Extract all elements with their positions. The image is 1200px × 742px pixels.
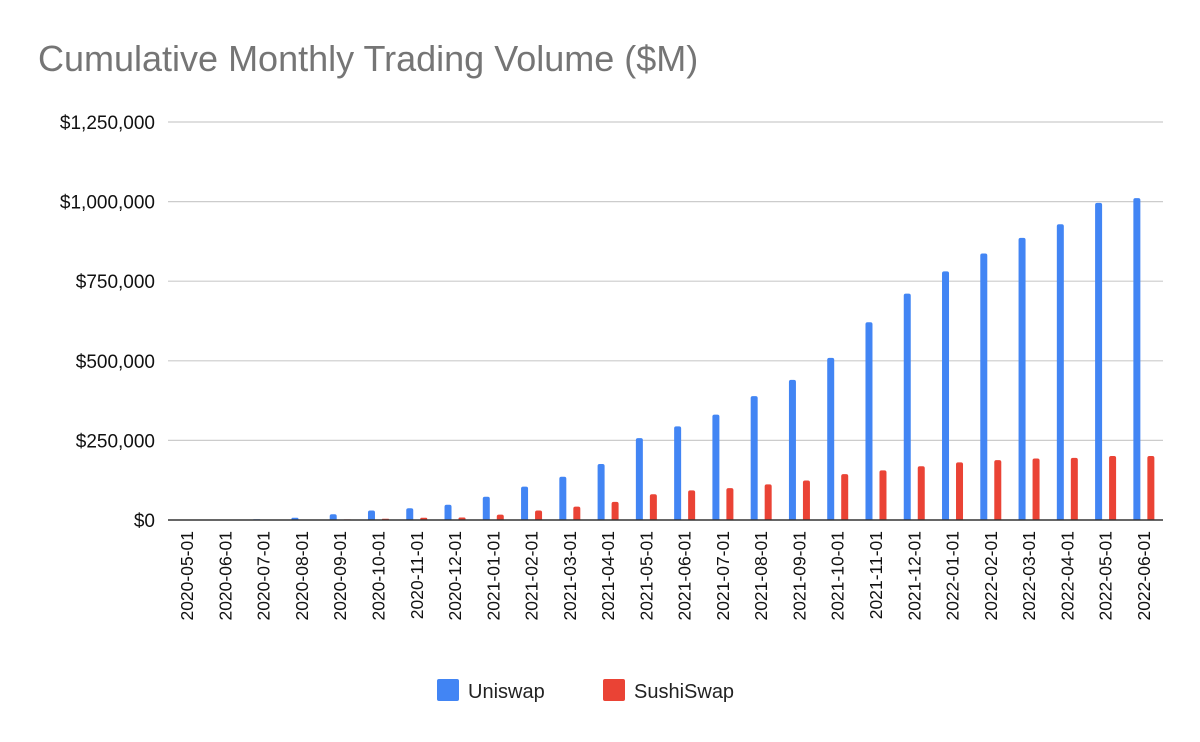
bar-uniswap-2022-01-01: [942, 271, 950, 520]
legend-label-sushiswap: SushiSwap: [634, 681, 734, 703]
bar-uniswap-2020-09-01: [329, 514, 337, 520]
bar-sushiswap-2022-06-01: [1147, 456, 1155, 520]
bar-sushiswap-2022-01-01: [956, 462, 964, 520]
bar-uniswap-2022-03-01: [1018, 237, 1026, 521]
x-tick-label: 2022-06-01: [1134, 531, 1154, 621]
bar-sushiswap-2021-06-01: [688, 490, 696, 520]
bar-sushiswap-2022-05-01: [1109, 456, 1117, 520]
bar-sushiswap-2021-08-01: [764, 484, 772, 520]
x-tick-label: 2020-06-01: [215, 531, 235, 621]
x-tick-label: 2020-11-01: [407, 531, 427, 619]
bar-sushiswap-2021-11-01: [879, 470, 887, 520]
x-tick-label: 2020-09-01: [330, 531, 350, 621]
x-tick-label: 2021-07-01: [713, 531, 733, 621]
x-tick-label: 2022-01-01: [943, 531, 963, 621]
x-tick-label: 2020-05-01: [177, 531, 197, 621]
bar-uniswap-2021-02-01: [521, 486, 529, 520]
gridlines: [168, 121, 1163, 441]
bar-uniswap-2020-11-01: [406, 508, 414, 520]
x-tick-label: 2020-08-01: [292, 531, 312, 621]
chart-title: Cumulative Monthly Trading Volume ($M): [38, 38, 699, 79]
bar-sushiswap-2021-12-01: [917, 466, 925, 520]
legend-label-uniswap: Uniswap: [468, 681, 545, 703]
bar-uniswap-2020-12-01: [444, 504, 452, 520]
x-tick-label: 2021-11-01: [866, 531, 886, 619]
legend-swatch-uniswap: [437, 679, 459, 701]
bar-sushiswap-2021-07-01: [726, 488, 734, 520]
bar-sushiswap-2022-04-01: [1070, 457, 1078, 520]
bar-uniswap-2021-12-01: [903, 293, 911, 520]
bar-uniswap-2021-06-01: [674, 426, 682, 520]
x-tick-label: 2022-04-01: [1057, 531, 1077, 621]
x-tick-label: 2021-05-01: [636, 531, 656, 621]
x-tick-label: 2020-12-01: [445, 531, 465, 621]
x-tick-label: 2021-12-01: [904, 531, 924, 621]
x-tick-label: 2021-04-01: [598, 531, 618, 621]
x-tick-label: 2021-09-01: [789, 531, 809, 621]
bar-sushiswap-2021-10-01: [841, 474, 849, 520]
x-tick-label: 2020-07-01: [254, 531, 274, 621]
bar-sushiswap-2021-04-01: [611, 501, 619, 520]
bar-uniswap-2022-05-01: [1095, 202, 1103, 520]
x-tick-label: 2020-10-01: [368, 531, 388, 621]
bar-uniswap-2021-11-01: [865, 322, 873, 520]
x-tick-label: 2021-03-01: [560, 531, 580, 621]
bar-uniswap-2021-10-01: [827, 357, 835, 520]
bar-uniswap-2021-05-01: [635, 438, 643, 520]
y-axis-tick-labels: $0 $250,000 $500,000 $750,000 $1,000,000 $1,2…: [60, 113, 155, 532]
x-tick-label: 2021-10-01: [828, 531, 848, 621]
bar-sushiswap-2021-03-01: [573, 506, 581, 520]
bar-uniswap-2021-03-01: [559, 476, 567, 520]
legend-swatch-sushiswap: [603, 679, 625, 701]
y-tick-label: $500,000: [76, 352, 155, 373]
bars: [176, 198, 1155, 521]
bar-uniswap-2022-02-01: [980, 253, 988, 520]
bar-uniswap-2021-01-01: [482, 496, 490, 520]
y-tick-label: $750,000: [76, 272, 155, 293]
x-tick-label: 2021-08-01: [751, 531, 771, 621]
x-tick-label: 2022-02-01: [981, 531, 1001, 621]
bar-uniswap-2020-10-01: [367, 510, 375, 520]
bar-uniswap-2022-04-01: [1056, 224, 1064, 520]
x-tick-label: 2021-06-01: [675, 531, 695, 621]
y-tick-label: $1,000,000: [60, 193, 155, 214]
bar-uniswap-2021-08-01: [750, 396, 758, 520]
x-tick-label: 2021-01-01: [483, 531, 503, 621]
bar-sushiswap-2021-01-01: [496, 514, 504, 520]
x-tick-label: 2021-02-01: [522, 531, 542, 621]
x-tick-label: 2022-05-01: [1096, 531, 1116, 621]
y-tick-label: $1,250,000: [60, 113, 155, 134]
y-tick-label: $250,000: [76, 431, 155, 452]
x-tick-label: 2022-03-01: [1019, 531, 1039, 621]
bar-sushiswap-2022-02-01: [994, 460, 1002, 520]
legend: Uniswap SushiSwap: [437, 679, 734, 703]
bar-uniswap-2021-09-01: [788, 379, 796, 520]
y-tick-label: $0: [134, 511, 155, 532]
bar-uniswap-2022-06-01: [1133, 198, 1141, 520]
x-axis-tick-labels: 2020-05-01 2020-06-01 2020-07-01 2020-08-01…: [177, 531, 1154, 621]
bar-sushiswap-2021-05-01: [649, 494, 657, 520]
bar-sushiswap-2022-03-01: [1032, 458, 1040, 520]
bar-uniswap-2021-04-01: [597, 463, 605, 520]
bar-uniswap-2021-07-01: [712, 414, 720, 520]
bar-sushiswap-2021-09-01: [802, 480, 810, 520]
bar-sushiswap-2021-02-01: [535, 510, 543, 520]
